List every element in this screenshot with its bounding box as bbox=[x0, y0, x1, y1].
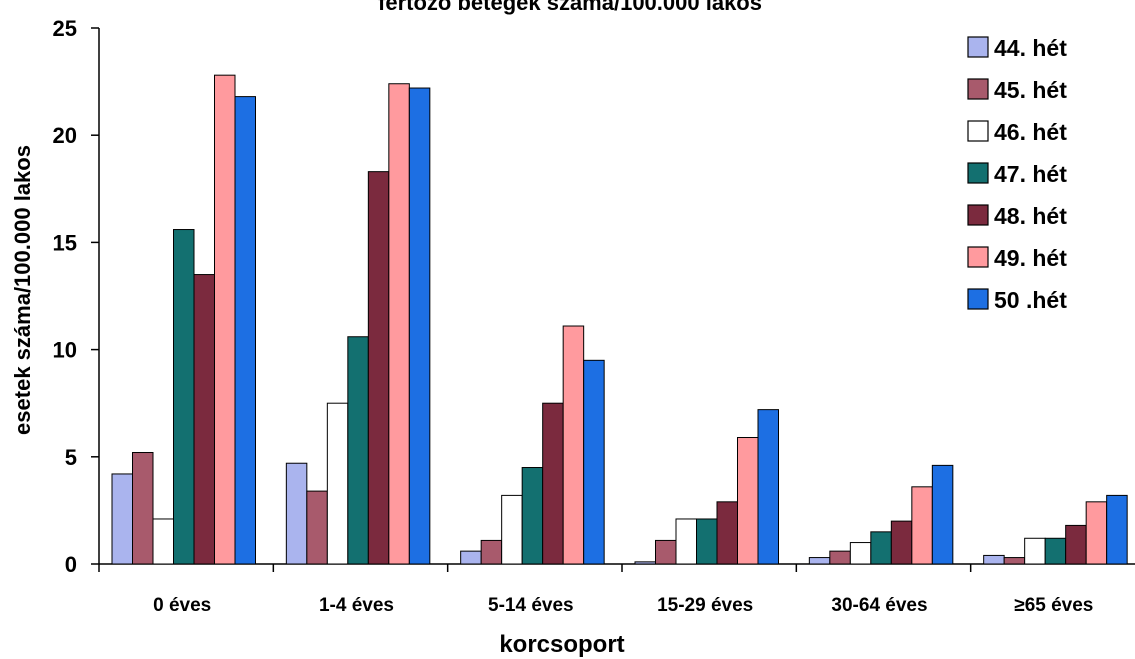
bar bbox=[931, 464, 954, 565]
legend: 44. hét 45. hét 46. hét 47. hét 48. hét 49. h… bbox=[967, 35, 1067, 313]
bar bbox=[829, 550, 851, 565]
x-tick-label: 1-4 éves bbox=[319, 595, 394, 616]
bar bbox=[634, 561, 656, 565]
bar bbox=[890, 520, 913, 565]
bar bbox=[1044, 537, 1067, 565]
legend-label: 49. hét bbox=[994, 245, 1067, 271]
bar bbox=[870, 531, 892, 565]
legend-label: 46. hét bbox=[994, 119, 1067, 145]
bar bbox=[111, 473, 133, 565]
y-tick-label: 0 bbox=[65, 552, 77, 577]
bar bbox=[173, 229, 195, 565]
y-tick-label: 5 bbox=[65, 445, 77, 470]
bar bbox=[562, 325, 585, 565]
bar bbox=[737, 437, 759, 565]
bar bbox=[1003, 557, 1026, 565]
x-tick-label: 5-14 éves bbox=[488, 595, 574, 616]
x-tick-label: 15-29 éves bbox=[657, 595, 753, 616]
bar bbox=[542, 402, 564, 565]
bar bbox=[326, 402, 349, 565]
bar bbox=[675, 518, 697, 565]
bars bbox=[111, 74, 1128, 565]
bar bbox=[501, 494, 523, 565]
bar bbox=[583, 359, 605, 565]
bar bbox=[234, 96, 256, 565]
y-axis-label: esetek száma/100.000 lakos bbox=[10, 145, 35, 435]
bar bbox=[193, 274, 215, 565]
bar bbox=[285, 462, 308, 565]
chart-title: fertőző betegek száma/100.000 lakos bbox=[378, 0, 762, 15]
bar bbox=[849, 542, 872, 565]
bar bbox=[408, 87, 431, 565]
bar bbox=[367, 171, 390, 565]
legend-label: 44. hét bbox=[994, 35, 1067, 61]
legend-swatch bbox=[967, 246, 989, 268]
bar bbox=[808, 557, 831, 565]
bar bbox=[521, 467, 544, 565]
bar bbox=[716, 501, 738, 565]
bar bbox=[347, 336, 369, 565]
legend-swatch bbox=[967, 120, 989, 142]
bar bbox=[1085, 501, 1108, 565]
bar bbox=[152, 518, 174, 565]
x-tick-label: ≥65 éves bbox=[1014, 595, 1093, 616]
legend-swatch bbox=[967, 162, 989, 184]
bar bbox=[1106, 494, 1128, 565]
legend-swatch bbox=[967, 78, 989, 100]
legend-label: 48. hét bbox=[994, 203, 1067, 229]
bar bbox=[214, 74, 236, 565]
y-tick-label: 10 bbox=[53, 338, 77, 363]
bar bbox=[306, 490, 328, 565]
x-axis-label: korcsoport bbox=[499, 631, 624, 658]
bar bbox=[911, 486, 933, 565]
y-axis-label-group: esetek száma/100.000 lakos bbox=[10, 145, 35, 435]
x-tick-label: 0 éves bbox=[153, 595, 211, 616]
y-ticks: 0 5 10 15 20 25 bbox=[53, 16, 99, 577]
bar bbox=[983, 554, 1005, 565]
legend-swatch bbox=[967, 288, 989, 310]
bar bbox=[388, 83, 410, 565]
bar bbox=[480, 539, 503, 565]
x-tick-label: 30-64 éves bbox=[831, 595, 927, 616]
bar bbox=[1065, 524, 1087, 565]
y-tick-label: 25 bbox=[53, 16, 77, 41]
y-tick-label: 15 bbox=[53, 230, 77, 255]
legend-swatch bbox=[967, 36, 989, 58]
legend-label: 47. hét bbox=[994, 161, 1067, 187]
bar bbox=[696, 518, 718, 565]
bar bbox=[460, 550, 482, 565]
bar bbox=[132, 452, 154, 565]
legend-label: 45. hét bbox=[994, 77, 1067, 103]
legend-label: 50 .hét bbox=[994, 287, 1067, 313]
bar bbox=[757, 409, 779, 565]
y-tick-label: 20 bbox=[53, 123, 77, 148]
bar bbox=[655, 539, 677, 565]
x-ticks: 0 éves 1-4 éves 5-14 éves 15-29 éves 30-64 é… bbox=[98, 564, 1093, 616]
bar bbox=[1024, 537, 1046, 565]
legend-swatch bbox=[967, 204, 989, 226]
